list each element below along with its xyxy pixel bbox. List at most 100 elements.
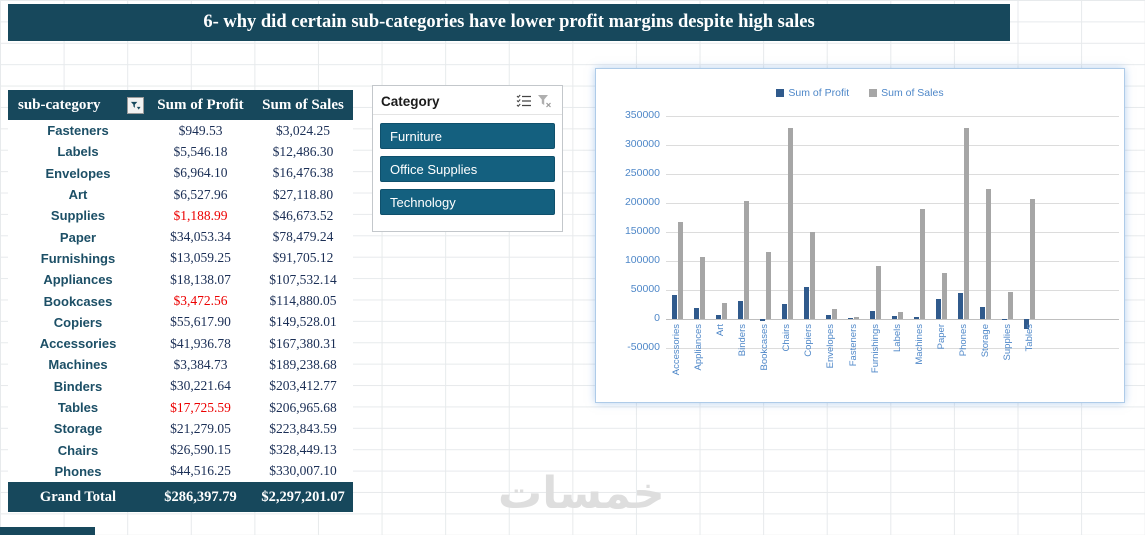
- legend-item: Sum of Profit: [776, 87, 849, 99]
- profit-cell[interactable]: $21,279.05: [170, 420, 231, 436]
- row-label[interactable]: Paper: [59, 229, 97, 245]
- slicer-item-office-supplies[interactable]: Office Supplies: [380, 156, 555, 182]
- row-label[interactable]: Binders: [53, 378, 103, 394]
- y-axis-tick-label: 150000: [624, 225, 660, 237]
- sales-bar: [831, 309, 837, 319]
- profit-cell[interactable]: $1,188.99: [173, 207, 228, 223]
- sales-cell[interactable]: $91,705.12: [272, 250, 334, 266]
- profit-cell[interactable]: $949.53: [178, 122, 223, 138]
- row-label[interactable]: Phones: [54, 463, 102, 479]
- header-sub-category-label: sub-category: [18, 96, 101, 113]
- profit-cell[interactable]: $55,617.90: [170, 314, 231, 330]
- profit-cell[interactable]: $5,546.18: [173, 143, 228, 159]
- sales-cell[interactable]: $330,007.10: [269, 463, 337, 479]
- sales-cell[interactable]: $78,479.24: [272, 229, 334, 245]
- watermark: خمسات: [498, 468, 665, 519]
- chart-legend: Sum of Profit Sum of Sales: [596, 87, 1124, 99]
- profit-cell[interactable]: $6,527.96: [173, 186, 228, 202]
- profit-cell[interactable]: $3,384.73: [173, 356, 228, 372]
- sales-cell[interactable]: $203,412.77: [269, 378, 337, 394]
- grand-total-sales-cell[interactable]: $2,297,201.07: [261, 488, 345, 505]
- profit-cell[interactable]: $30,221.64: [170, 378, 231, 394]
- table-row: Furnishings $13,059.25 $91,705.12: [8, 247, 353, 270]
- sales-cell[interactable]: $149,528.01: [269, 314, 337, 330]
- row-label[interactable]: Accessories: [39, 336, 117, 352]
- sales-cell[interactable]: $27,118.80: [272, 186, 334, 202]
- profit-cell[interactable]: $34,053.34: [170, 229, 231, 245]
- header-sub-category: sub-category: [8, 90, 148, 120]
- row-label[interactable]: Tables: [57, 400, 99, 415]
- table-row: Tables $17,725.59 $206,965.68: [8, 396, 353, 419]
- sales-bar: [876, 265, 882, 319]
- x-axis-category-label: Envelopes: [825, 324, 837, 369]
- row-label[interactable]: Machines: [48, 357, 108, 373]
- row-label[interactable]: Fasteners: [47, 123, 109, 139]
- chart-plot-area: 350000 300000 250000 200000 150000 100000 5000…: [596, 69, 1124, 402]
- profit-cell[interactable]: $13,059.25: [170, 250, 231, 266]
- legend-label: Sum of Profit: [788, 87, 850, 99]
- profit-cell[interactable]: $17,725.59: [170, 399, 231, 415]
- profit-bar: [671, 294, 677, 319]
- sales-bar: [1008, 291, 1014, 319]
- sales-cell[interactable]: $107,532.14: [269, 271, 337, 287]
- legend-marker: [776, 89, 785, 97]
- slicer-item-list: Furniture Office Supplies Technology: [373, 115, 562, 223]
- profit-cell[interactable]: $18,138.07: [170, 271, 231, 287]
- sales-cell[interactable]: $206,965.68: [269, 399, 337, 415]
- profit-sales-bar-chart[interactable]: Sum of Profit Sum of Sales 350000 300000 25…: [595, 68, 1125, 403]
- header-profit-label: Sum of Profit: [157, 96, 244, 113]
- profit-cell[interactable]: $26,590.15: [170, 442, 231, 458]
- table-row: Supplies $1,188.99 $46,673.52: [8, 205, 353, 227]
- header-sum-of-profit: Sum of Profit: [148, 90, 253, 120]
- sales-bar: [787, 128, 793, 319]
- row-label[interactable]: Envelopes: [45, 165, 111, 181]
- multiselect-icon[interactable]: [514, 93, 534, 109]
- clear-filter-icon[interactable]: [534, 93, 554, 109]
- profit-cell[interactable]: $6,964.10: [173, 165, 228, 181]
- row-label[interactable]: Bookcases: [43, 293, 113, 309]
- table-row: Accessories $41,936.78 $167,380.31: [8, 332, 353, 355]
- sales-bar: [1030, 198, 1036, 319]
- sales-cell[interactable]: $223,843.59: [269, 420, 337, 436]
- sales-cell[interactable]: $12,486.30: [272, 143, 334, 159]
- grand-total-profit-cell[interactable]: $286,397.79: [164, 488, 237, 505]
- slicer-item-furniture[interactable]: Furniture: [380, 123, 555, 149]
- sales-bar: [920, 209, 926, 319]
- filter-dropdown-icon[interactable]: [127, 96, 144, 114]
- x-axis-category-label: Supplies: [1001, 324, 1013, 361]
- profit-bar: [803, 286, 809, 319]
- pivot-table: sub-category Sum of Profit Sum of Sales …: [8, 90, 353, 513]
- table-row: Storage $21,279.05 $223,843.59: [8, 418, 353, 440]
- row-label[interactable]: Storage: [53, 421, 103, 437]
- profit-bar: [737, 301, 743, 319]
- sales-cell[interactable]: $16,476.38: [272, 165, 334, 181]
- x-axis-category-label: Bookcases: [759, 324, 771, 371]
- y-axis-tick-label: 200000: [624, 196, 660, 208]
- profit-cell[interactable]: $41,936.78: [170, 335, 231, 351]
- legend-label: Sum of Sales: [881, 87, 944, 99]
- sales-cell[interactable]: $3,024.25: [276, 122, 330, 138]
- sales-bar: [699, 256, 705, 319]
- slicer-item-technology[interactable]: Technology: [380, 189, 555, 215]
- pivot-header-row: sub-category Sum of Profit Sum of Sales: [8, 90, 353, 120]
- y-axis-tick-label: -50000: [627, 341, 660, 353]
- grand-total-label[interactable]: Grand Total: [39, 488, 117, 505]
- profit-bar: [693, 308, 699, 319]
- row-label[interactable]: Art: [68, 187, 88, 203]
- row-label[interactable]: Appliances: [43, 272, 113, 288]
- x-axis-category-label: Accessories: [671, 324, 683, 376]
- sales-cell[interactable]: $328,449.13: [269, 442, 337, 458]
- row-label[interactable]: Supplies: [50, 208, 106, 224]
- row-label[interactable]: Labels: [57, 144, 99, 160]
- sales-cell[interactable]: $46,673.52: [272, 207, 334, 223]
- profit-bar: [759, 319, 765, 321]
- row-label[interactable]: Copiers: [53, 314, 103, 330]
- sales-cell[interactable]: $167,380.31: [269, 335, 337, 351]
- sales-bar: [986, 189, 992, 319]
- profit-cell[interactable]: $44,516.25: [170, 463, 231, 479]
- row-label[interactable]: Furnishings: [40, 250, 116, 266]
- sales-cell[interactable]: $189,238.68: [269, 356, 337, 372]
- sales-cell[interactable]: $114,880.05: [269, 293, 337, 309]
- profit-cell[interactable]: $3,472.56: [173, 293, 228, 309]
- row-label[interactable]: Chairs: [57, 442, 99, 458]
